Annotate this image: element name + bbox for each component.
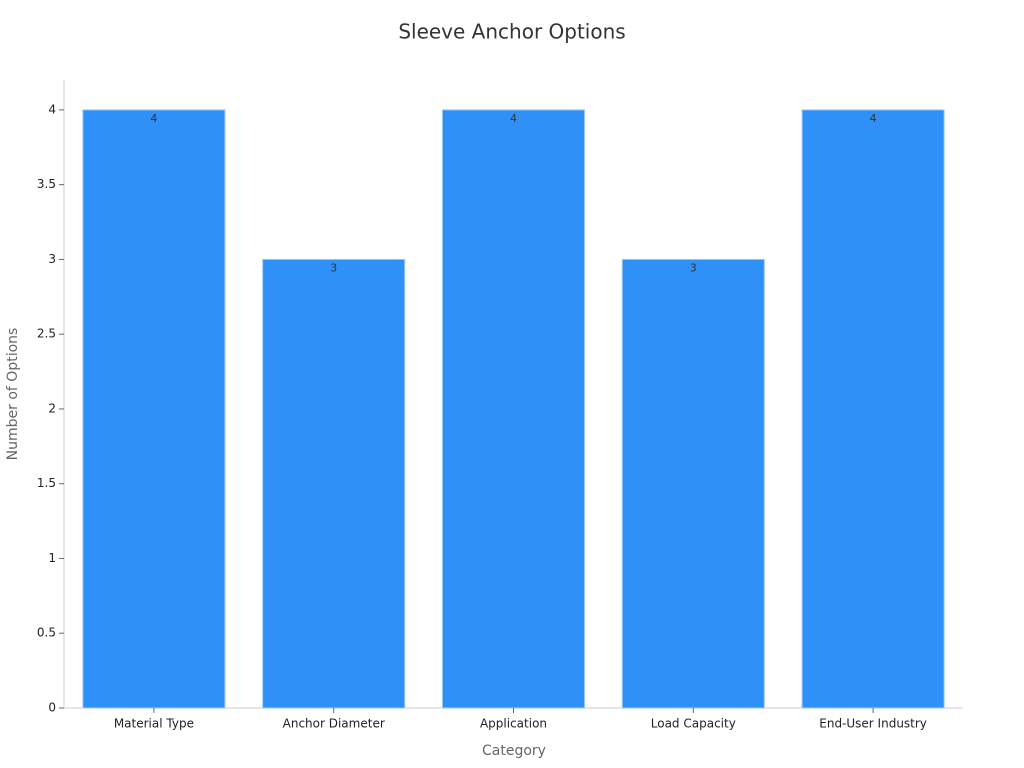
bar <box>621 258 765 709</box>
bar <box>801 109 945 709</box>
y-tick-label: 2.5 <box>37 327 56 341</box>
data-label: 3 <box>690 261 697 274</box>
y-tick-label: 3 <box>48 252 56 266</box>
x-tick-label: Load Capacity <box>651 717 736 731</box>
x-tick-label: End-User Industry <box>819 717 927 731</box>
y-tick-label: 1.5 <box>37 476 56 490</box>
y-tick-label: 3.5 <box>37 177 56 191</box>
x-tick-label: Material Type <box>114 717 194 731</box>
y-tick-label: 4 <box>48 102 56 116</box>
y-tick-label: 0 <box>48 701 56 715</box>
x-tick-label: Application <box>480 717 547 731</box>
x-tick-label: Anchor Diameter <box>283 717 385 731</box>
x-axis-label: Category <box>482 743 546 759</box>
bar <box>82 109 226 709</box>
bar <box>441 109 586 709</box>
bar <box>262 258 406 709</box>
y-axis-label: Number of Options <box>5 328 21 461</box>
data-label: 4 <box>510 112 517 125</box>
data-label: 4 <box>870 112 877 125</box>
y-tick-label: 0.5 <box>37 626 56 640</box>
data-label: 3 <box>330 261 337 274</box>
data-label: 4 <box>150 112 157 125</box>
y-tick-label: 2 <box>48 401 56 415</box>
chart-title: Sleeve Anchor Options <box>398 20 625 44</box>
y-tick-label: 1 <box>48 551 56 565</box>
